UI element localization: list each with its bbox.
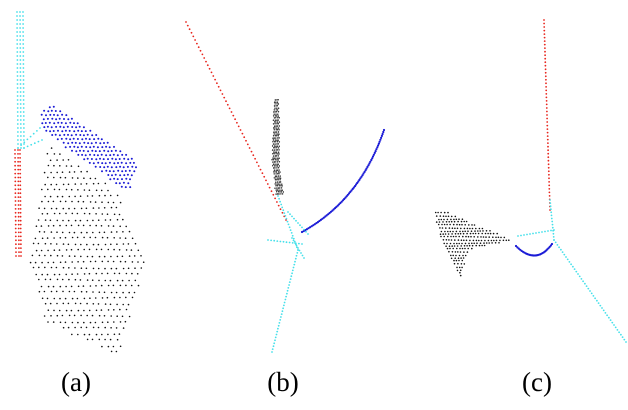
panel-a-point-cloud xyxy=(14,11,145,353)
panel-c-point-cloud xyxy=(434,19,627,343)
panel-b-caption: (b) xyxy=(267,367,299,397)
panel-a-caption: (a) xyxy=(61,367,91,397)
panel-b-point-cloud xyxy=(185,21,386,353)
panel-c-caption: (c) xyxy=(522,367,552,397)
